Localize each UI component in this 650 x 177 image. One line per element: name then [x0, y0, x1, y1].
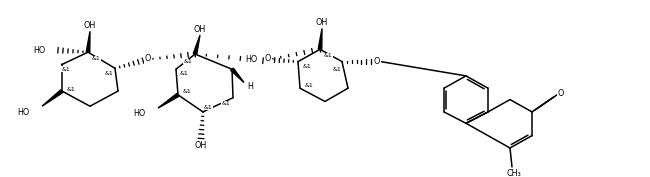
Text: &1: &1	[203, 105, 213, 110]
Text: OH: OH	[195, 141, 207, 150]
Text: &1: &1	[305, 83, 313, 88]
Text: CH₃: CH₃	[506, 169, 521, 177]
Text: &1: &1	[92, 56, 100, 61]
Text: OH: OH	[84, 21, 96, 30]
Polygon shape	[158, 93, 179, 108]
Text: &1: &1	[222, 101, 230, 106]
Text: HO: HO	[18, 108, 30, 117]
Polygon shape	[318, 28, 322, 50]
Text: HO: HO	[246, 55, 258, 64]
Text: O: O	[145, 54, 151, 63]
Text: OH: OH	[194, 25, 206, 34]
Text: H: H	[247, 82, 253, 91]
Text: &1: &1	[333, 67, 341, 72]
Text: &1: &1	[183, 59, 192, 64]
Text: &1: &1	[105, 72, 113, 76]
Text: &1: &1	[303, 64, 311, 69]
Polygon shape	[86, 31, 90, 52]
Text: HO: HO	[34, 46, 46, 55]
Polygon shape	[231, 68, 244, 82]
Text: O: O	[265, 54, 271, 63]
Text: &1: &1	[179, 72, 188, 76]
Text: HO: HO	[134, 109, 146, 118]
Text: OH: OH	[316, 18, 328, 27]
Polygon shape	[193, 35, 200, 55]
Text: &1: &1	[62, 67, 70, 72]
Text: O: O	[374, 57, 380, 66]
Text: &1: &1	[324, 53, 332, 58]
Text: O: O	[558, 89, 564, 98]
Polygon shape	[42, 90, 63, 106]
Text: &1: &1	[66, 87, 75, 92]
Text: &1: &1	[183, 88, 191, 94]
